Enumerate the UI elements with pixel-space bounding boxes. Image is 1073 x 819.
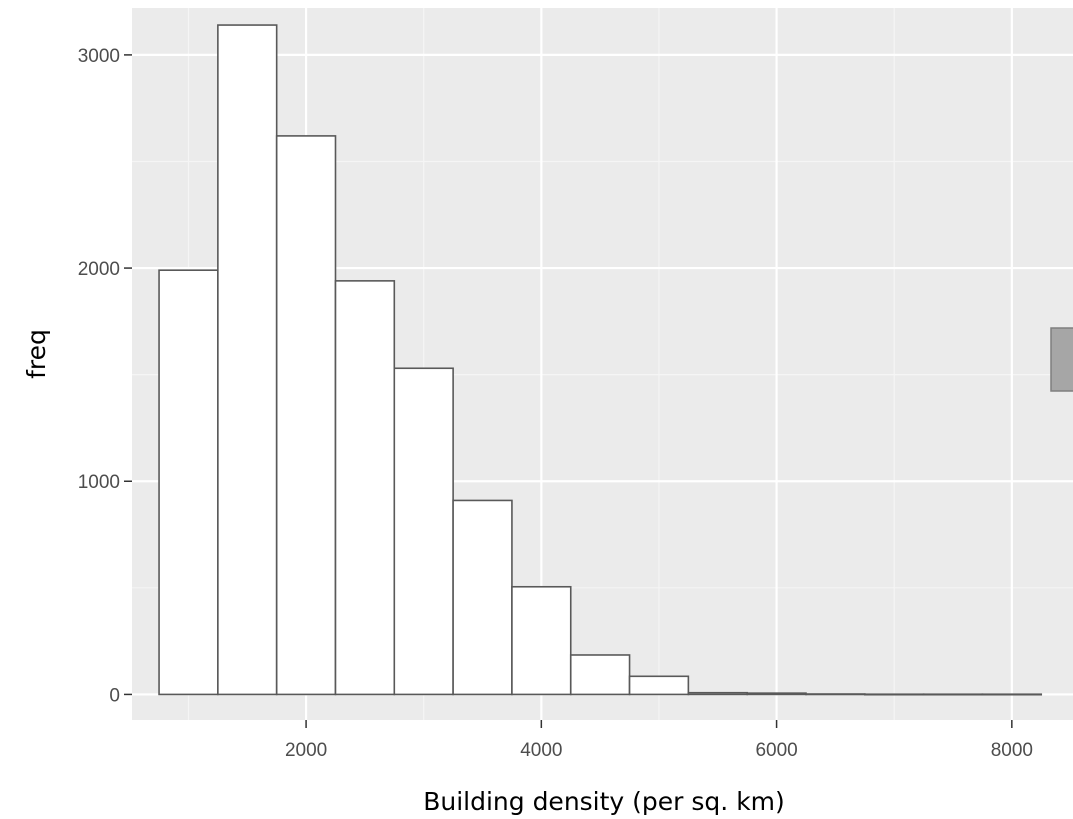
histogram-bar — [864, 693, 925, 696]
histogram-bar — [452, 499, 513, 696]
histogram-bar — [217, 24, 278, 696]
histogram-bar — [746, 692, 807, 696]
x-tick-label: 6000 — [755, 740, 797, 761]
histogram-bar — [511, 585, 572, 696]
grid-minor — [132, 8, 1073, 720]
x-tick-label: 4000 — [520, 740, 562, 761]
histogram-bar — [981, 693, 1043, 696]
x-tick-label: 8000 — [991, 740, 1033, 761]
y-axis-title: freq — [22, 329, 51, 379]
x-tick-label: 2000 — [285, 740, 327, 761]
y-tick-label: 3000 — [78, 46, 120, 67]
y-tick-label: 1000 — [78, 472, 120, 493]
x-axis: 2000 4000 6000 8000 — [285, 720, 1033, 761]
x-axis-title: Building density (per sq. km) — [423, 787, 785, 816]
y-tick-label: 2000 — [78, 259, 120, 280]
histogram-bar — [334, 280, 396, 696]
histogram-bars — [158, 24, 1043, 696]
histogram-bar — [158, 269, 219, 696]
histogram-bar — [805, 693, 866, 696]
y-axis: 0 1000 2000 3000 — [78, 46, 132, 706]
histogram-bar — [569, 654, 631, 696]
cropped-legend-swatch — [1050, 327, 1073, 392]
histogram-bar — [275, 135, 337, 696]
y-tick-label: 0 — [109, 685, 120, 706]
histogram-bar — [922, 693, 984, 696]
histogram-bar — [628, 675, 690, 696]
histogram-bar — [393, 367, 454, 696]
histogram-bar — [687, 691, 748, 696]
